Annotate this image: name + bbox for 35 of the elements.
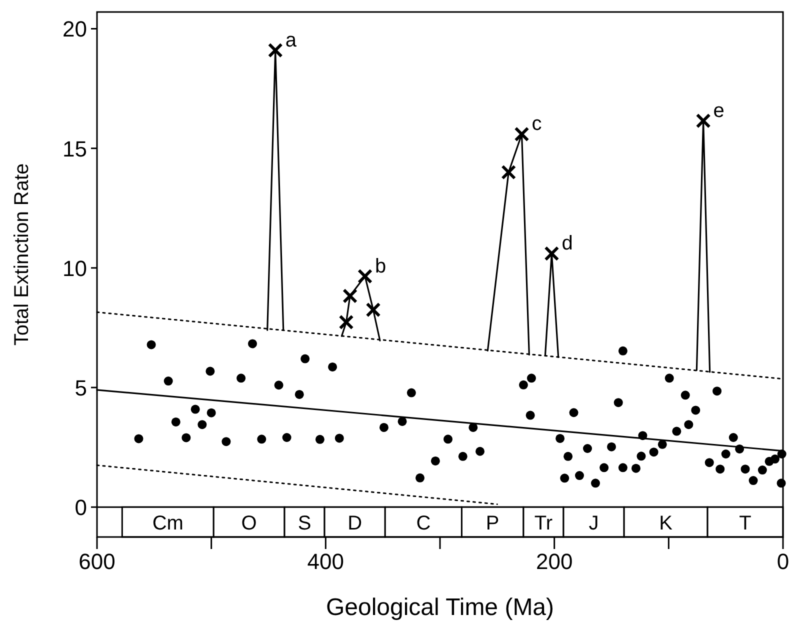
point: [366, 302, 381, 318]
band-label: Cm: [152, 512, 184, 534]
x-axis-title: Geological Time (Ma): [326, 594, 554, 621]
band-label: K: [659, 512, 674, 534]
annotation: a: [285, 29, 298, 52]
annotation: c: [532, 113, 542, 136]
band-label: O: [241, 512, 257, 534]
y-axis-title: Total Extinction Rate: [11, 163, 33, 346]
x-tick-label: 400: [307, 549, 344, 574]
point: [501, 164, 516, 180]
y-tick-label: 15: [62, 136, 87, 162]
point: [338, 314, 354, 330]
band-label: T: [739, 512, 752, 534]
y-tick-label: 0: [74, 495, 87, 520]
point: [514, 126, 530, 142]
x-tick-label: 200: [536, 549, 573, 574]
y-tick-label: 10: [62, 256, 87, 281]
band-label: J: [588, 512, 599, 534]
band-label: P: [486, 512, 500, 534]
y-tick-label: 20: [62, 16, 87, 42]
x-tick-label: 0: [776, 549, 790, 574]
annotation: d: [562, 232, 573, 255]
band-label: D: [348, 512, 362, 534]
band-label: S: [298, 512, 312, 534]
point: [544, 246, 560, 262]
point: [268, 42, 283, 58]
point: [342, 288, 358, 304]
annotation: e: [713, 100, 724, 122]
point: [696, 113, 711, 128]
x-tick-label: 600: [78, 549, 116, 574]
band-label: Tr: [534, 512, 553, 534]
point: [357, 268, 372, 284]
y-tick-label: 5: [74, 375, 87, 400]
annotation: b: [374, 255, 386, 278]
band-label: C: [416, 512, 431, 534]
